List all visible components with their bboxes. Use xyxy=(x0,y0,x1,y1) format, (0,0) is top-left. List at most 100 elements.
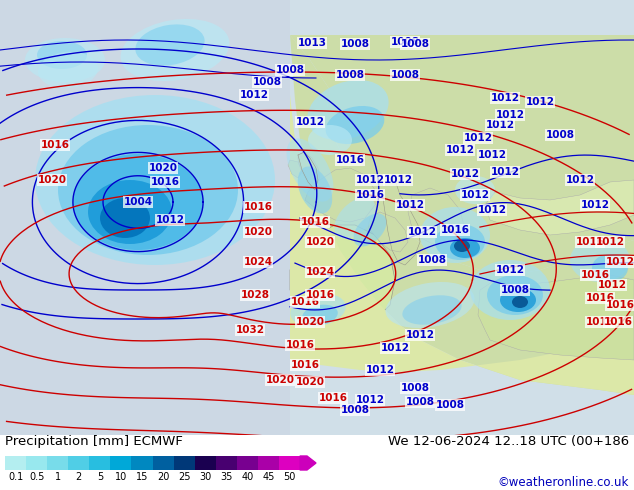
Text: 1012: 1012 xyxy=(605,257,634,267)
Text: 1008: 1008 xyxy=(436,400,465,410)
Text: 1012: 1012 xyxy=(240,90,269,100)
Text: 1008: 1008 xyxy=(335,70,365,80)
Text: 1012: 1012 xyxy=(496,110,524,120)
Text: 1032: 1032 xyxy=(235,325,264,335)
Polygon shape xyxy=(305,168,375,222)
Text: 1012: 1012 xyxy=(155,215,184,225)
Text: 1008: 1008 xyxy=(340,405,370,415)
Ellipse shape xyxy=(120,19,230,81)
Text: 1008: 1008 xyxy=(545,130,574,140)
Text: 1016: 1016 xyxy=(290,297,320,307)
Text: Precipitation [mm] ECMWF: Precipitation [mm] ECMWF xyxy=(5,436,183,448)
Ellipse shape xyxy=(290,294,346,326)
Text: 1016: 1016 xyxy=(306,290,335,300)
Ellipse shape xyxy=(88,180,172,244)
Text: 1008: 1008 xyxy=(252,77,281,87)
Text: 1028: 1028 xyxy=(240,290,269,300)
Text: 1016: 1016 xyxy=(335,155,365,165)
Text: 1008: 1008 xyxy=(276,65,304,75)
FancyArrow shape xyxy=(300,456,316,470)
Text: 1016: 1016 xyxy=(441,225,470,235)
Ellipse shape xyxy=(487,275,543,315)
Polygon shape xyxy=(288,160,302,178)
Text: 1012: 1012 xyxy=(526,97,555,107)
Text: 15: 15 xyxy=(136,472,148,482)
Text: 1016: 1016 xyxy=(318,393,347,403)
Ellipse shape xyxy=(326,106,384,144)
Text: 1020: 1020 xyxy=(306,237,335,247)
Text: 1024: 1024 xyxy=(243,257,273,267)
Text: 1012: 1012 xyxy=(595,237,624,247)
Bar xyxy=(0,435,634,490)
Text: ©weatheronline.co.uk: ©weatheronline.co.uk xyxy=(498,476,629,490)
Ellipse shape xyxy=(287,138,333,201)
Text: 1012: 1012 xyxy=(451,169,479,179)
Text: 1020: 1020 xyxy=(295,317,325,327)
Text: 1008: 1008 xyxy=(340,39,370,49)
Text: 0.1: 0.1 xyxy=(8,472,23,482)
Text: 1012: 1012 xyxy=(356,175,384,185)
Bar xyxy=(174,456,195,470)
Text: 1012: 1012 xyxy=(477,150,507,160)
Text: 1016: 1016 xyxy=(605,300,634,310)
Text: 1020: 1020 xyxy=(148,163,178,173)
Ellipse shape xyxy=(100,198,150,238)
Ellipse shape xyxy=(512,296,528,308)
Ellipse shape xyxy=(37,41,87,69)
Text: 1016: 1016 xyxy=(356,190,384,200)
Text: 1012: 1012 xyxy=(384,175,413,185)
Text: 1012: 1012 xyxy=(477,205,507,215)
Text: 5: 5 xyxy=(97,472,103,482)
Ellipse shape xyxy=(435,224,485,260)
Polygon shape xyxy=(408,188,465,245)
Ellipse shape xyxy=(354,214,387,246)
Bar xyxy=(0,0,290,455)
Text: 1008: 1008 xyxy=(418,255,446,265)
Text: 1012: 1012 xyxy=(295,117,325,127)
Text: 1008: 1008 xyxy=(406,397,434,407)
Bar xyxy=(110,456,131,470)
Text: 1020: 1020 xyxy=(243,227,273,237)
Text: 1016: 1016 xyxy=(581,270,609,280)
Polygon shape xyxy=(368,212,408,252)
Text: 1012: 1012 xyxy=(597,280,626,290)
Ellipse shape xyxy=(25,38,105,82)
Bar xyxy=(216,456,236,470)
Ellipse shape xyxy=(302,305,338,325)
Ellipse shape xyxy=(308,125,352,155)
Polygon shape xyxy=(485,180,634,235)
Text: 1008: 1008 xyxy=(401,39,429,49)
Text: 1012: 1012 xyxy=(566,175,595,185)
Ellipse shape xyxy=(334,197,375,239)
Text: 1016: 1016 xyxy=(604,317,633,327)
Text: 1013: 1013 xyxy=(297,38,327,48)
Text: 1016: 1016 xyxy=(41,140,70,150)
Text: 1012: 1012 xyxy=(406,330,434,340)
Text: 30: 30 xyxy=(199,472,211,482)
Ellipse shape xyxy=(298,167,332,214)
Ellipse shape xyxy=(403,295,462,325)
Text: 1016: 1016 xyxy=(586,293,614,303)
Ellipse shape xyxy=(592,254,628,282)
Text: We 12-06-2024 12..18 UTC (00+186: We 12-06-2024 12..18 UTC (00+186 xyxy=(388,436,629,448)
Ellipse shape xyxy=(454,240,470,252)
Text: 1012: 1012 xyxy=(356,395,384,405)
Text: 1012: 1012 xyxy=(486,120,515,130)
Polygon shape xyxy=(290,95,634,395)
Ellipse shape xyxy=(135,24,205,66)
Ellipse shape xyxy=(450,238,480,258)
Text: 35: 35 xyxy=(220,472,233,482)
Text: 1012: 1012 xyxy=(380,343,410,353)
Text: 1: 1 xyxy=(55,472,61,482)
Bar xyxy=(5,456,26,470)
Ellipse shape xyxy=(385,282,474,328)
Text: 40: 40 xyxy=(241,472,254,482)
Text: 1012: 1012 xyxy=(365,365,394,375)
Bar xyxy=(131,456,153,470)
Ellipse shape xyxy=(73,154,203,250)
Text: 1020: 1020 xyxy=(295,377,325,387)
Polygon shape xyxy=(290,35,634,395)
Text: 1020: 1020 xyxy=(266,375,295,385)
Text: 1012: 1012 xyxy=(463,133,493,143)
Ellipse shape xyxy=(38,52,98,88)
